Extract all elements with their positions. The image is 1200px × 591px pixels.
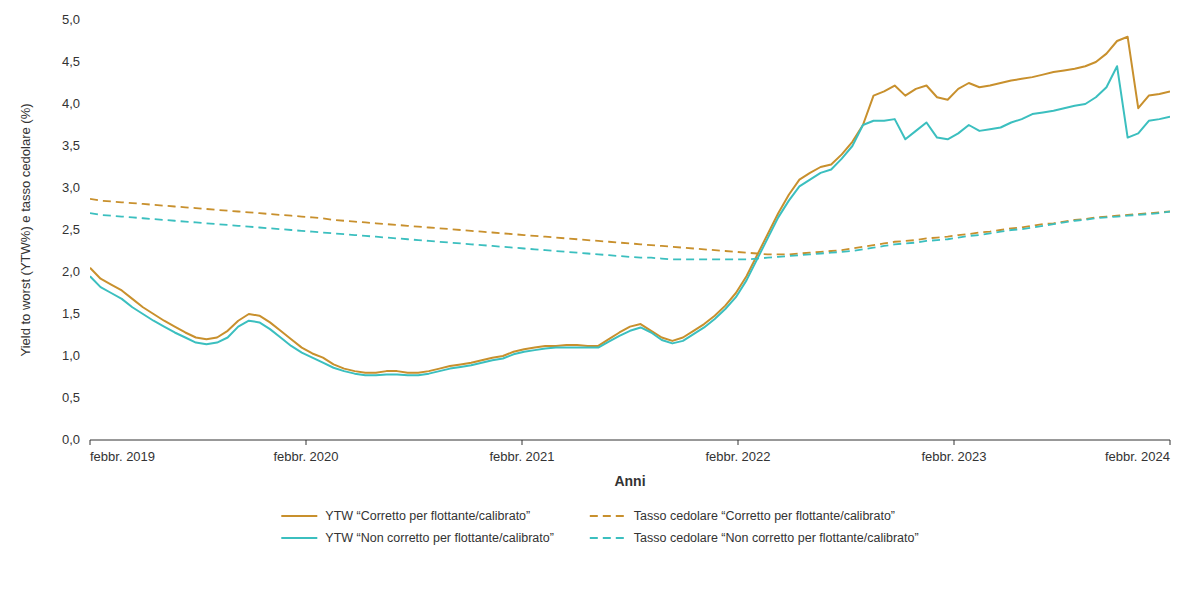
legend-item: Tasso cedolare “Corretto per flottante/c…	[590, 509, 895, 523]
legend: YTW “Corretto per flottante/calibrato” YT…	[281, 509, 918, 545]
legend-item: YTW “Corretto per flottante/calibrato”	[281, 509, 530, 523]
background	[0, 0, 1200, 591]
x-tick-label: febbr. 2022	[705, 449, 770, 464]
x-tick	[90, 440, 91, 445]
legend-swatch	[590, 515, 626, 517]
x-tick-label: febbr. 2020	[273, 449, 338, 464]
legend-item: Tasso cedolare “Non corretto per flottan…	[590, 531, 919, 545]
y-tick-label: 5,0	[62, 12, 80, 27]
x-axis: febbr. 2019 febbr. 2020 febbr. 2021 febbr. …	[90, 440, 1170, 464]
y-tick-label: 1,5	[62, 306, 80, 321]
legend-swatch	[281, 515, 317, 517]
y-tick-label: 3,0	[62, 180, 80, 195]
x-axis-line	[90, 440, 1170, 441]
y-tick-label: 2,0	[62, 264, 80, 279]
legend-swatch	[590, 537, 626, 539]
y-tick-label: 4,0	[62, 96, 80, 111]
x-tick	[738, 440, 739, 445]
x-tick-label: febbr. 2024	[1105, 449, 1170, 464]
y-axis-title: Yield to worst (YTW%) e tasso cedolare (…	[18, 103, 33, 356]
y-tick-label: 0,0	[62, 432, 80, 447]
x-tick-label: febbr. 2019	[90, 449, 155, 464]
y-tick-label: 4,5	[62, 54, 80, 69]
series-line	[90, 212, 1170, 260]
legend-label: YTW “Corretto per flottante/calibrato”	[325, 509, 530, 523]
legend-swatch	[281, 537, 317, 539]
y-tick-label: 0,5	[62, 390, 80, 405]
series-line	[90, 66, 1170, 375]
y-tick-label: 3,5	[62, 138, 80, 153]
x-tick-label: febbr. 2021	[489, 449, 554, 464]
legend-label: Tasso cedolare “Corretto per flottante/c…	[634, 509, 895, 523]
y-tick-label: 1,0	[62, 348, 80, 363]
series-line	[90, 37, 1170, 373]
x-tick	[306, 440, 307, 445]
y-tick-label: 2,5	[62, 222, 80, 237]
chart: 0,0 0,5 1,0 1,5 2,0 2,5 3,0 3,5 4,0 4,5 5,0 febbr. …	[0, 0, 1200, 591]
x-tick	[1170, 440, 1171, 445]
x-tick	[954, 440, 955, 445]
legend-label: Tasso cedolare “Non corretto per flottan…	[634, 531, 919, 545]
plot-area	[90, 37, 1170, 376]
y-axis: 0,0 0,5 1,0 1,5 2,0 2,5 3,0 3,5 4,0 4,5 5,0	[62, 12, 80, 447]
legend-item: YTW “Non corretto per flottante/calibrat…	[281, 531, 554, 545]
x-axis-title: Anni	[614, 473, 645, 489]
x-tick	[522, 440, 523, 445]
x-tick-label: febbr. 2023	[921, 449, 986, 464]
legend-label: YTW “Non corretto per flottante/calibrat…	[325, 531, 554, 545]
